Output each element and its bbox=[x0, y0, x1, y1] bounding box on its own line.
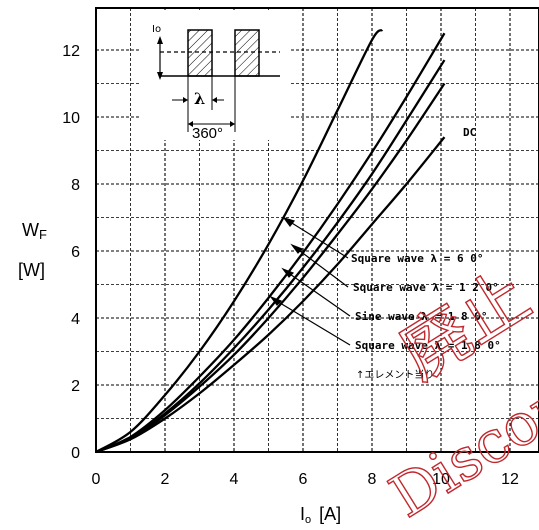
x-tick-label: 8 bbox=[368, 471, 377, 488]
curve-series-4 bbox=[95, 136, 446, 454]
inset-current-label: Io bbox=[152, 24, 161, 35]
x-tick-label: 0 bbox=[92, 471, 101, 488]
y-tick-label: 6 bbox=[71, 244, 80, 261]
annotation-square-60: Square wave λ = 6 0° bbox=[351, 252, 483, 265]
x-axis-label-unit: [A] bbox=[319, 504, 341, 524]
x-tick-label: 10 bbox=[432, 471, 450, 488]
y-tick-label: 8 bbox=[71, 177, 80, 194]
annotation-dc: DC bbox=[463, 126, 476, 139]
x-tick-label: 2 bbox=[161, 471, 170, 488]
annotations: DC Square wave λ = 6 0° Square wave λ = … bbox=[351, 126, 501, 381]
curves bbox=[95, 28, 446, 454]
annotation-arrows bbox=[269, 216, 351, 346]
annotation-per-element: ↑エレメント当り bbox=[356, 368, 434, 381]
inset-waveform: Io λ 360° bbox=[140, 10, 290, 142]
discontinued-watermark: 廃止 Discon bbox=[378, 256, 539, 530]
x-tick-label: 4 bbox=[230, 471, 239, 488]
annotation-square-180: Square wave λ = 1 8 0° bbox=[355, 339, 501, 352]
pulse-1 bbox=[187, 29, 213, 77]
y-axis-label: WF [W] bbox=[18, 220, 47, 280]
inset-period-label: 360° bbox=[192, 125, 223, 142]
plot-frame bbox=[95, 7, 539, 453]
x-tick-label: 12 bbox=[501, 471, 519, 488]
y-tick-label: 2 bbox=[71, 378, 80, 395]
y-tick-label: 12 bbox=[62, 43, 80, 60]
x-axis-label-sub: o bbox=[305, 514, 311, 526]
annotation-square-120: Square wave λ = 1 2 0° bbox=[353, 281, 499, 294]
y-axis-label-sub: F bbox=[39, 227, 47, 242]
annotation-sine-180: Sine wave λ = 1 8 0° bbox=[355, 310, 487, 323]
svg-text:Io[A]: Io [A] bbox=[300, 504, 341, 526]
y-axis-label-unit: [W] bbox=[18, 260, 45, 280]
curve-series-0 bbox=[95, 28, 384, 454]
y-tick-label: 10 bbox=[62, 110, 80, 127]
x-tick-labels: 0 2 4 6 8 10 12 bbox=[92, 471, 519, 488]
x-tick-label: 6 bbox=[299, 471, 308, 488]
y-tick-labels: 0 2 4 6 8 10 12 bbox=[62, 43, 80, 462]
x-axis-label-main: I bbox=[300, 504, 305, 524]
y-tick-label: 4 bbox=[71, 311, 80, 328]
y-tick-label: 0 bbox=[71, 445, 80, 462]
pulse-2 bbox=[234, 29, 260, 77]
curve-series-3 bbox=[95, 82, 446, 454]
inset-background bbox=[140, 10, 290, 140]
inset-lambda-label: λ bbox=[194, 89, 205, 108]
svg-text:WF: WF bbox=[22, 220, 47, 242]
curve-series-1 bbox=[95, 32, 446, 454]
x-axis-label: Io [A] bbox=[300, 504, 341, 526]
watermark-discon: Discon bbox=[378, 367, 539, 530]
y-axis-label-main: W bbox=[22, 220, 39, 240]
